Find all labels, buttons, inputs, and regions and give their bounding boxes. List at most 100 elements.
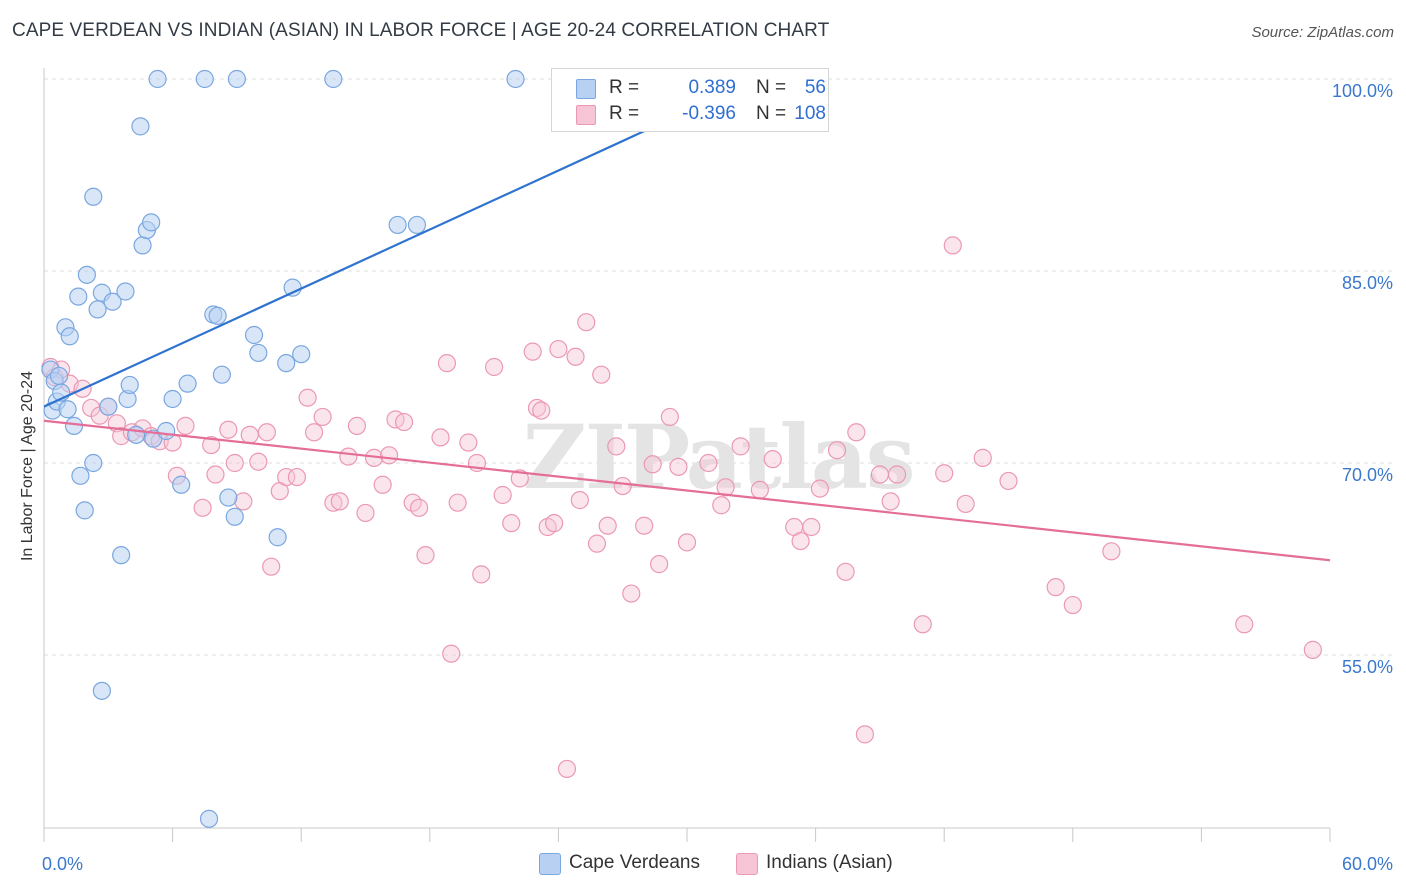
indians-asian-point xyxy=(347,416,367,435)
legend-n-label: N = xyxy=(756,103,787,124)
indians-asian-point xyxy=(566,347,585,366)
cape-verdeans-point xyxy=(219,488,238,507)
cape-verdeans-point xyxy=(58,400,77,419)
indians-asian-point xyxy=(1303,640,1322,659)
cape-verdeans-point xyxy=(99,397,118,416)
cape-verdeans-point xyxy=(49,366,69,386)
cape-verdeans-point xyxy=(71,466,90,485)
indians-asian-point xyxy=(206,465,225,484)
cape-verdeans-point xyxy=(92,681,111,700)
indians-asian-point xyxy=(287,467,307,487)
cape-verdeans-point xyxy=(324,69,343,89)
tick-labels: 55.0% 70.0% 85.0% 100.0% 0.0% 60.0% xyxy=(42,81,1393,874)
indians-asian-point xyxy=(202,435,221,455)
indians-asian-point xyxy=(225,453,244,473)
cape-verdeans-point xyxy=(157,421,176,441)
cape-verdeans-point xyxy=(75,501,94,520)
indians-asian-point xyxy=(277,467,296,487)
cape-verdeans-point xyxy=(178,374,197,393)
x-tick-label: 0.0% xyxy=(42,854,83,874)
indians-asian-point xyxy=(763,450,782,469)
watermark: ZIPatlas xyxy=(523,405,914,509)
series-cape-verdeans-points xyxy=(41,69,525,828)
indians-asian-point xyxy=(193,498,212,517)
cape-verdeans-point xyxy=(244,325,264,345)
cape-verdeans-point xyxy=(131,117,150,136)
legend-n-value: 56 xyxy=(804,77,826,98)
indians-asian-point xyxy=(219,420,238,439)
indians-asian-point xyxy=(249,452,268,471)
indians-asian-point xyxy=(913,615,932,634)
cape-verdeans-point xyxy=(120,375,139,395)
cape-verdeans-point xyxy=(208,306,227,325)
indians-asian-point xyxy=(523,342,542,361)
indians-asian-point xyxy=(577,313,596,332)
indians-asian-point xyxy=(650,555,669,574)
stats-legend: R = 0.389 N = 56 R = -0.396 N = 108 xyxy=(551,68,829,132)
indians-asian-trend-line xyxy=(43,419,1331,562)
y-axis-label: In Labor Force | Age 20-24 xyxy=(19,370,36,562)
indians-asian-point xyxy=(448,493,467,512)
indians-asian-point xyxy=(827,441,847,460)
indians-asian-point xyxy=(635,516,654,535)
cape-verdeans-point xyxy=(163,389,182,409)
y-tick-label: 55.0% xyxy=(1342,657,1393,677)
cape-verdeans-point xyxy=(227,69,246,89)
bottom-legend-label: Indians (Asian) xyxy=(766,852,893,873)
cape-verdeans-point xyxy=(277,354,296,373)
cape-verdeans-point xyxy=(88,300,107,319)
legend-r-value: -0.396 xyxy=(682,103,736,124)
cape-verdeans-point xyxy=(199,809,219,828)
indians-asian-point xyxy=(442,644,461,663)
legend-n-label: N = xyxy=(756,77,787,98)
indians-asian-point xyxy=(660,407,679,427)
indians-asian-point xyxy=(298,388,317,407)
indians-asian-point xyxy=(257,423,277,442)
indians-asian-point xyxy=(570,491,589,510)
bottom-legend-label: Cape Verdeans xyxy=(569,852,700,873)
indians-asian-point xyxy=(339,447,358,466)
indians-asian-point xyxy=(1046,578,1065,597)
indians-asian-point xyxy=(802,517,821,537)
indians-asian-point xyxy=(598,516,617,535)
indians-asian-point xyxy=(510,469,529,488)
indians-asian-point xyxy=(234,492,253,511)
indians-asian-point xyxy=(502,514,521,533)
indians-asian-point xyxy=(416,546,435,565)
cape-verdeans-point xyxy=(77,265,96,284)
indians-asian-point xyxy=(870,465,890,484)
cape-verdeans-point xyxy=(69,287,88,306)
cape-verdeans-point xyxy=(133,236,152,255)
indians-asian-point xyxy=(731,437,750,456)
indians-asian-point xyxy=(592,365,611,384)
indians-asian-point xyxy=(855,725,874,744)
cape-verdeans-point xyxy=(84,453,103,473)
legend-r-value: 0.389 xyxy=(688,77,736,98)
cape-verdeans-point xyxy=(388,215,407,235)
cape-verdeans-point xyxy=(142,213,161,232)
indians-asian-point xyxy=(304,423,324,442)
cape-verdeans-point xyxy=(292,345,311,364)
y-tick-label: 85.0% xyxy=(1342,273,1393,293)
indians-asian-point xyxy=(750,480,769,499)
cape-verdeans-point xyxy=(64,416,84,435)
indians-asian-point xyxy=(1102,542,1121,561)
indians-asian-point xyxy=(532,401,551,420)
legend-n-value: 108 xyxy=(794,103,826,124)
cape-verdeans-point xyxy=(112,546,131,565)
indians-asian-point xyxy=(613,476,632,496)
bottom-legend-swatch-pink xyxy=(736,853,758,875)
indians-asian-point xyxy=(485,357,504,377)
cape-verdeans-point xyxy=(103,292,122,311)
indians-asian-point xyxy=(956,494,975,514)
indians-asian-point xyxy=(549,339,568,359)
cape-verdeans-point xyxy=(268,528,287,547)
indians-asian-point xyxy=(379,446,399,465)
grid-lines xyxy=(44,78,1392,656)
indians-asian-point xyxy=(836,562,855,581)
indians-asian-point xyxy=(887,465,907,484)
indians-asian-point xyxy=(356,503,375,523)
indians-asian-point xyxy=(545,514,564,533)
indians-asian-point xyxy=(643,455,662,474)
